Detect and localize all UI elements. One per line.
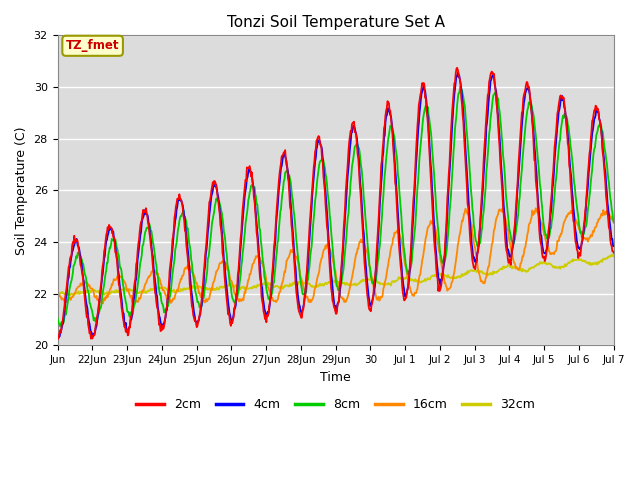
- Legend: 2cm, 4cm, 8cm, 16cm, 32cm: 2cm, 4cm, 8cm, 16cm, 32cm: [131, 394, 540, 417]
- Title: Tonzi Soil Temperature Set A: Tonzi Soil Temperature Set A: [227, 15, 445, 30]
- X-axis label: Time: Time: [320, 371, 351, 384]
- Text: TZ_fmet: TZ_fmet: [66, 39, 120, 52]
- Y-axis label: Soil Temperature (C): Soil Temperature (C): [15, 126, 28, 254]
